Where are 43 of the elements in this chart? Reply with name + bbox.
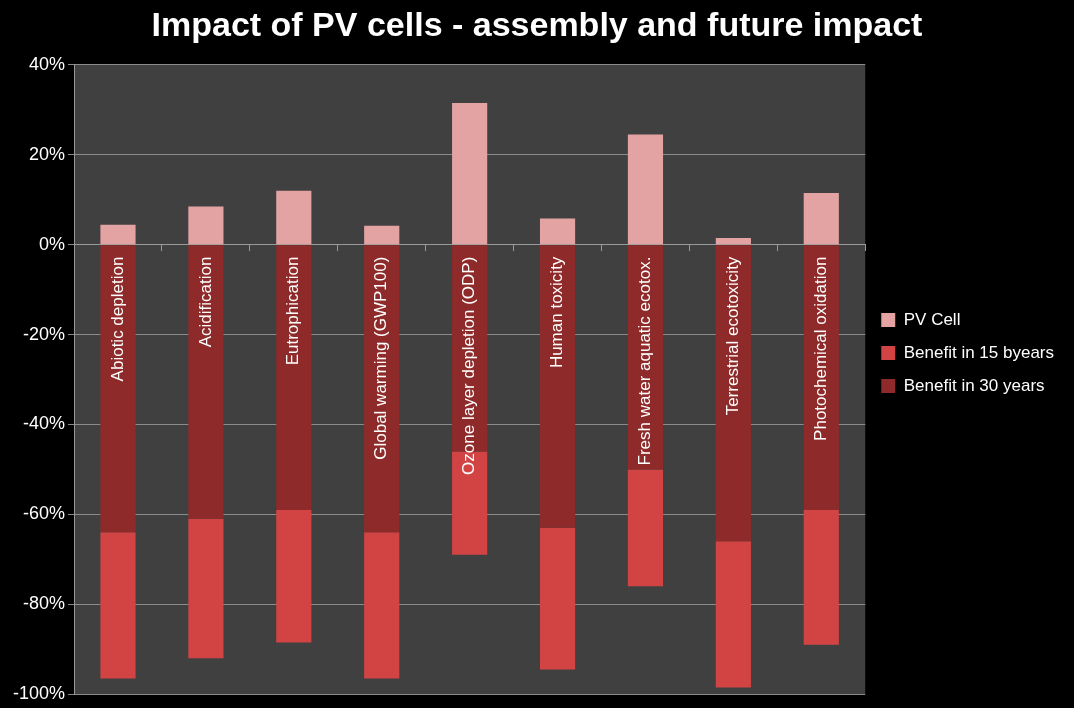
x-tick-label: Global warming (GWP100)	[371, 256, 391, 460]
bar	[276, 245, 312, 510]
y-tick-label: 20%	[29, 143, 66, 164]
bar	[100, 245, 136, 533]
y-tick-label: -100%	[13, 683, 66, 704]
x-tick-label: Ozone layer depletion (ODP)	[459, 256, 479, 475]
x-tick-label: Fresh water aquatic ecotox.	[635, 256, 655, 466]
x-tick-label: Photochemical oxidation	[810, 256, 830, 441]
y-tick-label: -40%	[23, 413, 66, 434]
bar	[539, 527, 576, 670]
x-tick-label: Human toxicity	[547, 256, 567, 369]
bar	[627, 134, 664, 245]
y-tick-label: -80%	[23, 593, 66, 614]
y-tick-label: -60%	[23, 503, 66, 524]
bar	[452, 103, 488, 245]
bar	[539, 218, 576, 245]
bar	[715, 245, 751, 542]
y-tick-label: 0%	[39, 233, 66, 254]
x-tick-label: Terrestrial ecotoxicity	[723, 256, 743, 416]
bar	[276, 509, 312, 643]
x-tick-label: Abiotic depletion	[107, 256, 127, 382]
bar	[188, 518, 224, 659]
bar	[803, 509, 839, 645]
y-tick-label: 40%	[29, 53, 66, 74]
bar	[627, 469, 664, 587]
bar	[715, 237, 751, 245]
bar	[364, 532, 400, 679]
x-tick-label: Eutrophication	[283, 256, 303, 366]
legend-label: Benefit in 15 byears	[903, 342, 1054, 362]
bar	[188, 245, 224, 519]
bar	[100, 532, 136, 679]
legend-label: PV Cell	[903, 309, 961, 329]
bar	[100, 224, 136, 245]
bar	[188, 206, 224, 245]
x-tick-label: Acidification	[195, 256, 215, 348]
bar	[276, 190, 312, 245]
bar	[715, 541, 751, 688]
chart-title: Impact of PV cells - assembly and future impact	[151, 4, 923, 43]
legend-label: Benefit in 30 years	[903, 375, 1045, 395]
bar	[364, 225, 400, 245]
y-tick-label: -20%	[23, 323, 66, 344]
bar	[803, 192, 839, 245]
bar	[539, 245, 576, 528]
